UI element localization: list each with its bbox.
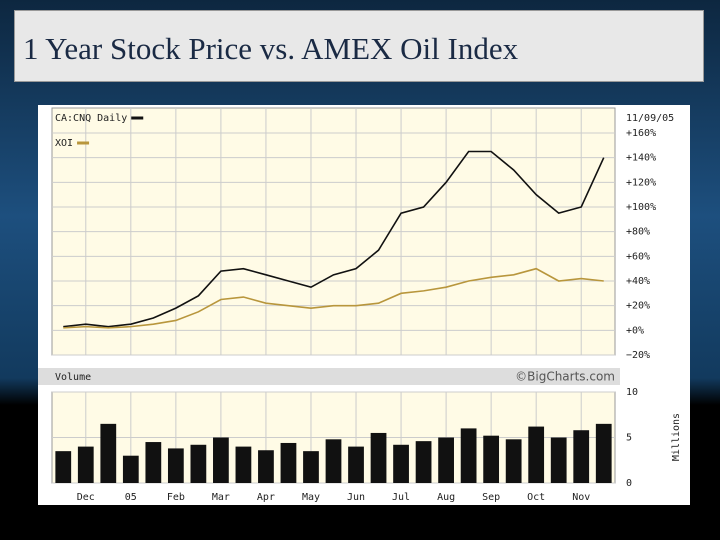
x-tick-label: Jul <box>392 492 410 503</box>
x-tick-label: 05 <box>125 492 137 503</box>
y-tick-label: +20% <box>626 301 650 312</box>
x-tick-label: Mar <box>212 492 230 503</box>
volume-bar <box>77 446 94 483</box>
volume-bar <box>235 446 252 483</box>
x-tick-label: Apr <box>257 492 275 503</box>
x-tick-label: Nov <box>572 492 590 503</box>
y-tick-label: +0% <box>626 325 644 336</box>
volume-bar <box>190 444 207 483</box>
legend-label: XOI <box>55 138 73 149</box>
date: 11/09/05 <box>626 113 674 124</box>
x-tick-label: Dec <box>77 492 95 503</box>
volume-bar <box>483 435 500 483</box>
volume-bar <box>528 426 545 483</box>
volume-bar <box>213 437 229 483</box>
y-tick-label: +40% <box>626 276 650 287</box>
volume-bar <box>550 437 567 483</box>
volume-bar <box>303 451 319 483</box>
x-tick-label: Oct <box>527 492 545 503</box>
volume-bar <box>505 439 522 483</box>
title-box: 1 Year Stock Price vs. AMEX Oil Index <box>14 10 704 82</box>
volume-bar <box>415 441 432 483</box>
x-tick-label: Jun <box>347 492 365 503</box>
y-tick-label: +120% <box>626 177 656 188</box>
slide-title: 1 Year Stock Price vs. AMEX Oil Index <box>23 31 519 66</box>
volume-title: Volume <box>55 372 91 383</box>
x-tick-label: Aug <box>437 492 455 503</box>
volume-bar <box>258 450 274 483</box>
volume-bar <box>393 444 409 483</box>
volume-bar <box>100 423 117 483</box>
volume-bar <box>280 442 297 483</box>
volume-bar <box>145 442 162 483</box>
volume-bar <box>167 448 184 483</box>
volume-bar <box>122 455 139 483</box>
legend-label: CA:CNQ Daily <box>55 113 127 124</box>
x-tick-label: Sep <box>482 492 500 503</box>
x-tick-label: Feb <box>167 492 185 503</box>
y-tick-label: −20% <box>626 350 650 361</box>
y-tick-label: +160% <box>626 128 656 139</box>
x-tick-label: May <box>302 492 320 503</box>
volume-tick-label: 0 <box>626 478 632 489</box>
volume-axis-label: Millions <box>671 413 682 461</box>
volume-bar <box>460 428 477 483</box>
volume-bar <box>325 439 342 483</box>
volume-bar <box>55 451 72 483</box>
series-line <box>63 267 604 329</box>
volume-bar <box>595 423 612 483</box>
volume-header <box>38 368 620 385</box>
volume-bar <box>348 446 364 483</box>
source: ©BigCharts.com <box>515 370 615 384</box>
y-tick-label: +80% <box>626 227 650 238</box>
volume-bar <box>573 430 590 483</box>
volume-bar <box>370 432 387 483</box>
series-line <box>63 150 605 328</box>
y-tick-label: +100% <box>626 202 656 213</box>
y-tick-label: +60% <box>626 251 650 262</box>
volume-tick-label: 10 <box>626 387 638 398</box>
volume-tick-label: 5 <box>626 433 632 444</box>
y-tick-label: +140% <box>626 153 656 164</box>
volume-bar <box>438 437 454 483</box>
